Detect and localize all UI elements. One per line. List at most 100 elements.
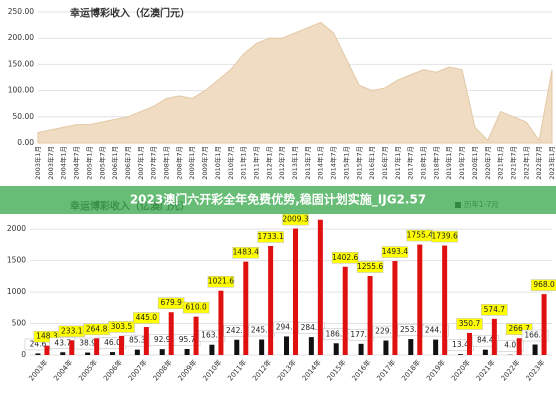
x-tick-label: 2010年1月: [213, 146, 222, 180]
y-tick-label: 250.00: [8, 7, 34, 16]
value-label-box: [232, 246, 260, 259]
value-label: 574.7: [484, 305, 506, 314]
x-tick-label: 2003年1月: [33, 146, 42, 180]
value-label: 229.6: [375, 327, 397, 336]
y-tick-label: 50.00: [13, 112, 35, 121]
value-label: 186.2: [325, 329, 347, 338]
x-tick-label: 2013年7月: [303, 146, 312, 180]
bar: [35, 353, 41, 355]
bar: [110, 352, 115, 355]
y-tick-label: 100.00: [8, 86, 34, 95]
x-tick-label: 2004年7月: [72, 146, 81, 180]
value-label-box: [521, 329, 549, 342]
value-label: 13.4: [452, 340, 469, 349]
value-label-box: [422, 324, 449, 337]
value-label-box: [331, 252, 359, 264]
x-tick-label: 2007年7月: [149, 146, 158, 180]
value-label: 1733.1: [258, 232, 284, 241]
value-label: 303.5: [111, 322, 133, 331]
value-label: 253.3: [400, 325, 422, 334]
value-label: 38.9: [79, 339, 96, 348]
bar: [367, 276, 373, 355]
x-tick-label: 2009年7月: [200, 146, 209, 180]
bar: [193, 316, 199, 355]
bar: [516, 338, 522, 355]
x-tick-label: 2008年7月: [174, 146, 183, 180]
value-label: 245.8: [251, 326, 273, 335]
x-tick-label: 2003年7月: [46, 146, 55, 180]
value-label-box: [530, 279, 556, 291]
bar: [482, 349, 488, 355]
value-label: 1402.6: [332, 253, 358, 262]
y-tick-label: 1000: [7, 287, 26, 296]
bar: [383, 340, 389, 355]
value-label: 46.0: [104, 338, 121, 347]
x-tick-label: 2018年1月: [419, 146, 428, 180]
value-label-box: [431, 230, 458, 243]
value-label-box: [282, 213, 309, 226]
y-tick-label: 1500: [7, 256, 26, 265]
bar: [458, 354, 463, 355]
bar: [209, 344, 215, 355]
bar: [259, 339, 265, 355]
value-label: 294.9: [276, 322, 298, 331]
value-label-box: [481, 304, 508, 316]
x-tick-label: 2021年7月: [508, 146, 517, 180]
bar: [94, 338, 100, 355]
value-label-box: [496, 339, 524, 352]
bar: [541, 294, 547, 355]
y-tick-label: 500: [12, 319, 27, 328]
value-label: 968.0: [533, 280, 555, 289]
bar: [218, 290, 224, 355]
value-label: 244.5: [425, 326, 447, 335]
value-label: 166.6: [524, 331, 546, 340]
value-label: 92.9: [154, 335, 171, 344]
value-label-box: [505, 323, 533, 335]
x-tick-label: 2004年1月: [59, 146, 68, 180]
value-label: 24.6: [30, 339, 47, 348]
x-tick-label: 2022年1月: [521, 146, 530, 180]
value-label: 4.0: [504, 341, 516, 350]
value-label: 163.1: [201, 331, 223, 340]
bar: [243, 261, 249, 355]
value-label-box: [298, 322, 325, 334]
value-label: 85.3: [129, 336, 146, 345]
value-label: 148.3: [36, 332, 58, 341]
bar: [417, 244, 423, 355]
x-tick-label: 2023年1月: [547, 146, 556, 180]
x-tick-label: 2014年1月: [316, 146, 325, 180]
banner-text: 2023澳门六开彩全年免费优势,稳固计划实施_IJG2.57: [130, 192, 426, 208]
value-label: 1755.4: [407, 231, 433, 240]
x-tick-label: 2012年7月: [277, 146, 286, 180]
bar: [442, 245, 448, 355]
bar: [69, 340, 75, 355]
y-tick-label: 2000: [7, 224, 26, 233]
value-label: 445.0: [136, 313, 158, 322]
value-label: 95.7: [179, 335, 196, 344]
bar: [184, 348, 190, 355]
bar: [268, 245, 274, 355]
x-tick-label: 2017年7月: [406, 146, 415, 180]
bar: [333, 343, 339, 355]
x-tick-label: 2010年7月: [226, 146, 235, 180]
x-tick-label: 2021年1月: [496, 146, 505, 180]
bar: [532, 344, 538, 355]
bar: [392, 261, 398, 355]
bar: [408, 339, 414, 355]
value-label: 610.0: [185, 303, 207, 312]
area: [37, 21, 553, 144]
x-tick-label: 2013年1月: [290, 146, 299, 180]
bar: [60, 352, 66, 355]
x-tick-label: 2006年7月: [123, 146, 132, 180]
value-label: 1255.6: [357, 262, 383, 271]
y-tick-label: 150.00: [8, 59, 34, 68]
value-label: 350.7: [459, 319, 481, 328]
value-label: 679.9: [160, 298, 182, 307]
value-label: 177.7: [350, 330, 372, 339]
x-tick-label: 2020年1月: [470, 146, 479, 180]
value-label: 84.4: [477, 336, 494, 345]
x-tick-label: 2017年1月: [393, 146, 402, 180]
value-label-box: [257, 231, 284, 243]
bar: [284, 336, 289, 355]
value-label: 284.2: [301, 323, 323, 332]
